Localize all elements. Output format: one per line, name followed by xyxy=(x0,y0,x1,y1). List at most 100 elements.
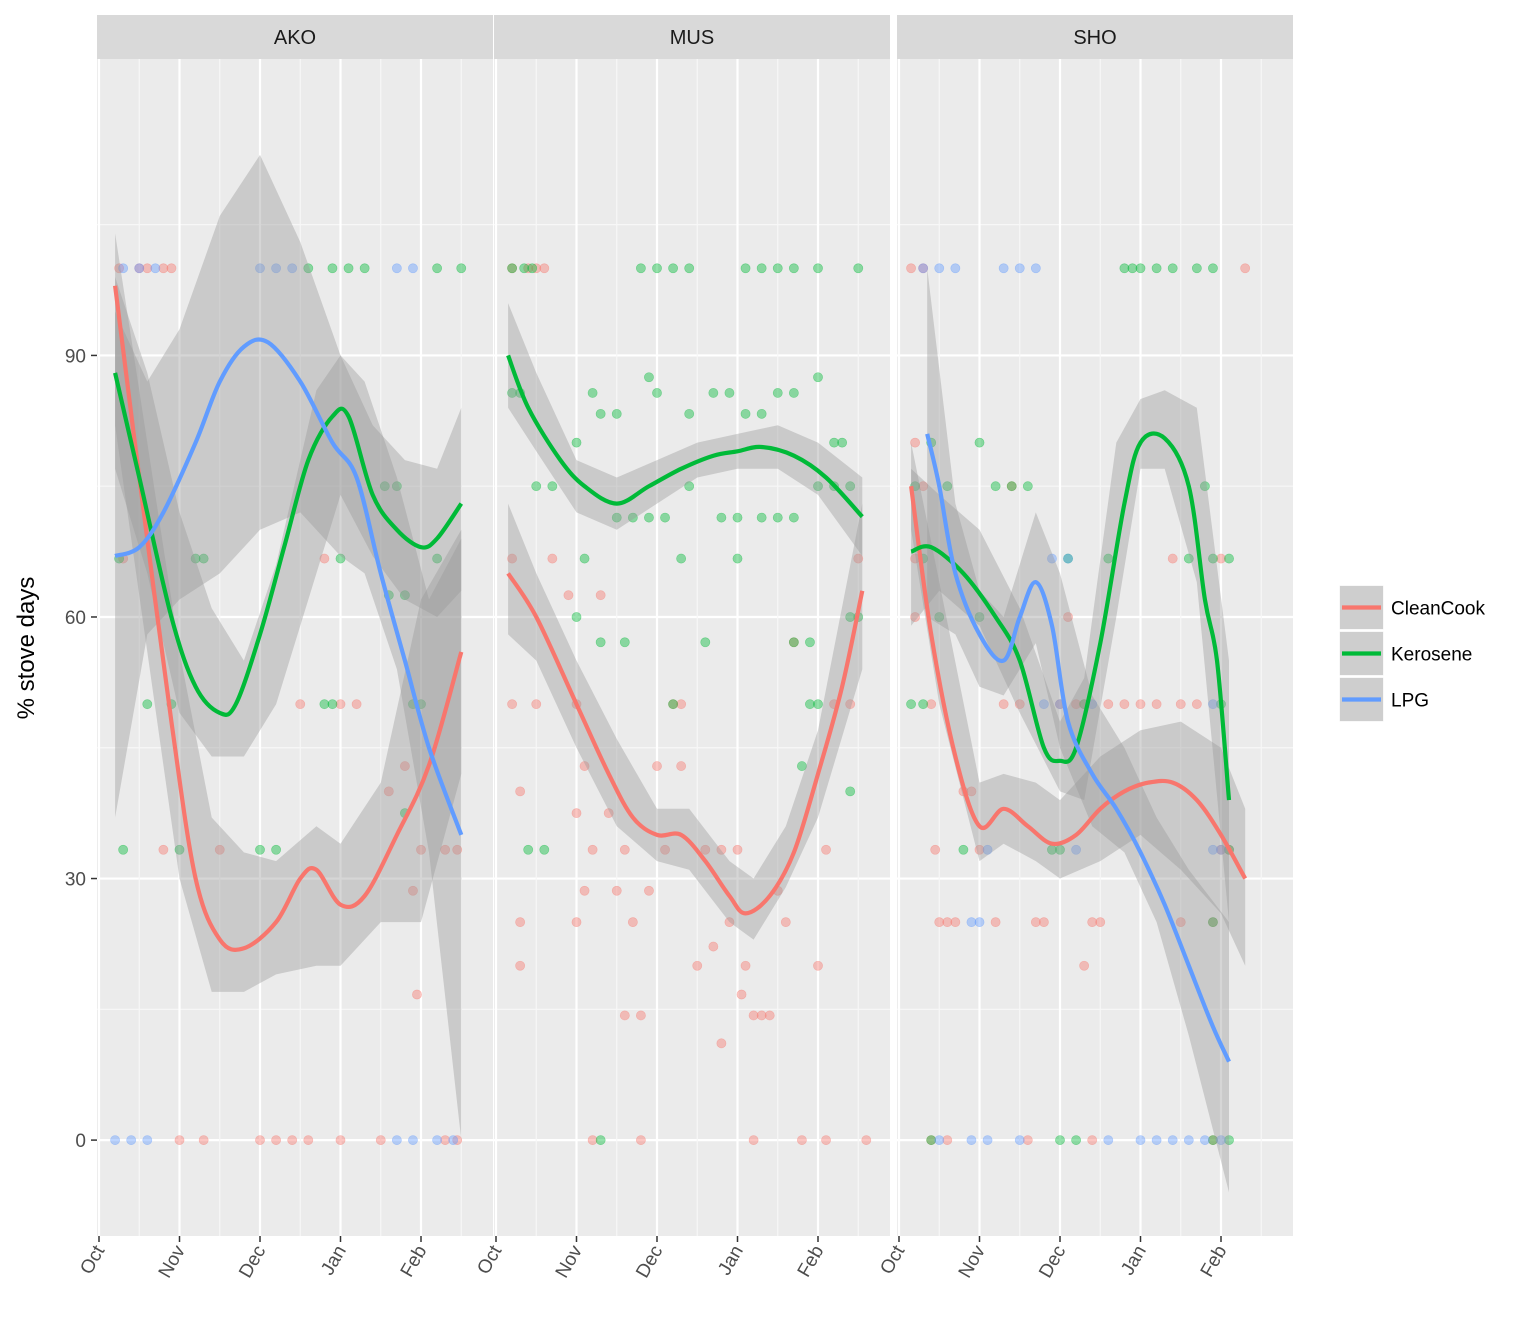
point-cleancook xyxy=(724,917,735,928)
point-kerosene xyxy=(579,553,590,564)
y-axis-label: % stove days xyxy=(13,577,40,720)
x-tick-label: Oct xyxy=(473,1241,506,1278)
point-kerosene xyxy=(1135,263,1146,274)
point-kerosene xyxy=(652,388,662,398)
x-tick-label: Nov xyxy=(155,1242,190,1282)
point-kerosene xyxy=(523,844,534,855)
point-kerosene xyxy=(772,512,783,523)
point-cleancook xyxy=(134,263,145,274)
y-tick-label: 30 xyxy=(65,870,86,891)
point-kerosene xyxy=(652,263,662,274)
point-kerosene xyxy=(456,263,467,274)
point-cleancook xyxy=(375,1135,386,1145)
point-lpg xyxy=(271,263,281,274)
smooth-line-cleancook xyxy=(506,572,865,916)
point-cleancook xyxy=(821,1135,831,1145)
point-cleancook xyxy=(1022,1135,1033,1145)
point-lpg xyxy=(974,917,985,928)
point-kerosene xyxy=(684,408,695,419)
point-lpg xyxy=(408,1135,418,1145)
point-kerosene xyxy=(432,263,442,274)
confidence-band-lpg xyxy=(927,268,1229,1193)
point-cleancook xyxy=(579,761,590,771)
point-lpg xyxy=(1014,1135,1025,1145)
point-cleancook xyxy=(1063,612,1073,622)
point-cleancook xyxy=(335,1135,346,1145)
point-kerosene xyxy=(271,844,281,855)
point-kerosene xyxy=(1208,917,1218,928)
point-kerosene xyxy=(918,699,929,710)
point-cleancook xyxy=(716,1038,727,1049)
point-cleancook xyxy=(1167,553,1178,564)
point-kerosene xyxy=(1151,263,1162,274)
point-cleancook xyxy=(821,844,831,855)
point-cleancook xyxy=(1191,699,1202,710)
point-cleancook xyxy=(1103,699,1114,710)
point-cleancook xyxy=(1030,917,1041,928)
point-cleancook xyxy=(351,699,362,710)
point-kerosene xyxy=(724,388,735,398)
point-cleancook xyxy=(539,263,550,274)
x-tick-label: Nov xyxy=(552,1242,587,1282)
point-cleancook xyxy=(587,1135,598,1145)
point-lpg xyxy=(1208,844,1218,855)
point-kerosene xyxy=(1022,481,1033,492)
legend-label: Kerosene xyxy=(1391,645,1472,666)
facet-strip-label: SHO xyxy=(1073,27,1116,49)
point-cleancook xyxy=(1071,699,1081,710)
point-kerosene xyxy=(595,408,606,419)
point-kerosene xyxy=(668,263,678,274)
point-cleancook xyxy=(399,761,410,771)
point-lpg xyxy=(142,1135,153,1145)
point-cleancook xyxy=(271,1135,281,1145)
point-kerosene xyxy=(531,481,542,492)
point-cleancook xyxy=(114,263,125,274)
x-tick-label: Feb xyxy=(1197,1242,1232,1281)
point-cleancook xyxy=(1175,917,1186,928)
point-cleancook xyxy=(974,844,985,855)
point-kerosene xyxy=(805,637,815,648)
point-kerosene xyxy=(507,263,517,274)
point-cleancook xyxy=(764,1010,775,1021)
legend-item-lpg: LPG xyxy=(1338,676,1429,723)
point-kerosene xyxy=(1224,553,1234,564)
point-cleancook xyxy=(934,917,945,928)
point-kerosene xyxy=(772,388,783,398)
point-lpg xyxy=(287,263,298,274)
point-kerosene xyxy=(611,512,622,523)
point-kerosene xyxy=(974,612,985,622)
point-cleancook xyxy=(1087,917,1098,928)
point-kerosene xyxy=(327,699,338,710)
point-kerosene xyxy=(716,512,727,523)
point-kerosene xyxy=(432,553,442,564)
point-cleancook xyxy=(579,885,590,896)
point-kerosene xyxy=(813,372,823,383)
point-cleancook xyxy=(523,263,534,274)
point-cleancook xyxy=(287,1135,298,1145)
point-kerosene xyxy=(756,263,767,274)
point-kerosene xyxy=(1200,481,1210,492)
point-cleancook xyxy=(412,989,422,1000)
panel-ako: AKO Oct Nov Dec Jan Feb 0 30 60 90 xyxy=(65,15,493,1282)
point-lpg xyxy=(408,263,418,274)
point-cleancook xyxy=(1216,844,1226,855)
x-tick-label: Jan xyxy=(714,1242,748,1279)
point-kerosene xyxy=(587,388,598,398)
point-lpg xyxy=(1216,844,1226,855)
point-cleancook xyxy=(660,844,670,855)
point-kerosene xyxy=(335,553,346,564)
point-kerosene xyxy=(379,481,390,492)
point-cleancook xyxy=(990,917,1001,928)
legend-item-kerosene: Kerosene xyxy=(1338,630,1472,677)
panel-sho: SHO Oct Nov Dec Jan Feb xyxy=(876,15,1293,1282)
point-kerosene xyxy=(813,481,823,492)
point-kerosene xyxy=(829,437,839,448)
point-cleancook xyxy=(1240,263,1251,274)
point-cleancook xyxy=(416,844,426,855)
point-kerosene xyxy=(1063,553,1073,564)
point-kerosene xyxy=(327,263,338,274)
smooth-line-kerosene xyxy=(910,431,1232,801)
point-kerosene xyxy=(1127,263,1138,274)
point-kerosene xyxy=(174,844,185,855)
point-cleancook xyxy=(611,885,622,896)
